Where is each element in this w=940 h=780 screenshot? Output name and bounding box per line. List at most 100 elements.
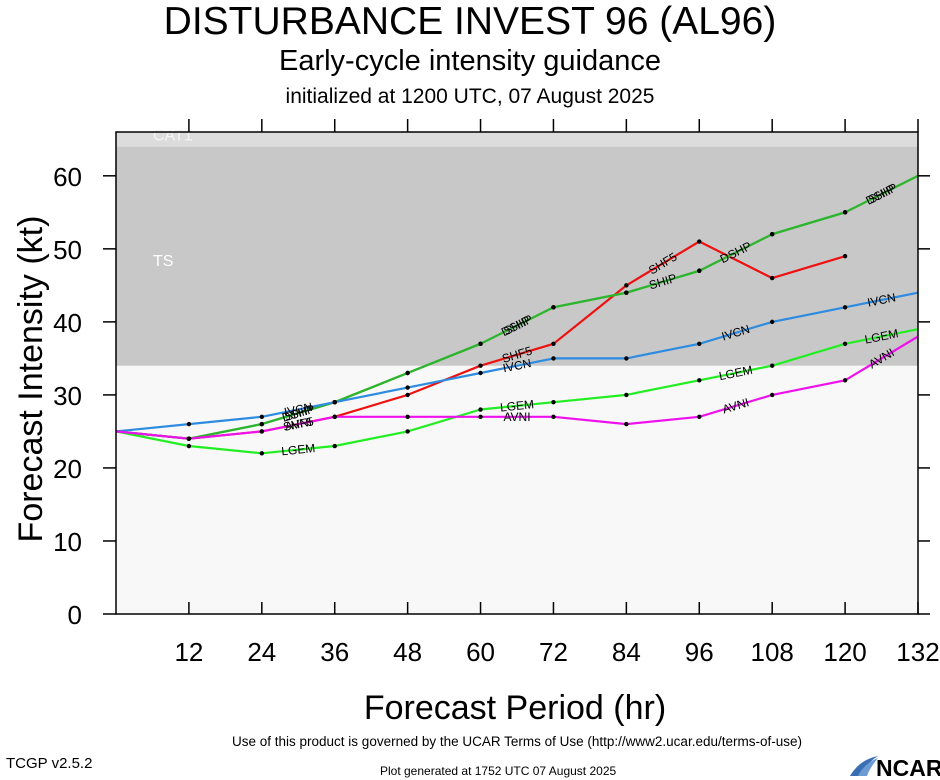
data-point-lgem xyxy=(332,443,337,449)
data-point-ship xyxy=(697,268,702,273)
data-point-avni xyxy=(405,414,410,420)
data-point-shf5 xyxy=(405,392,410,398)
series-label-text: SHF5 xyxy=(282,414,315,434)
data-point-lgem xyxy=(842,341,848,346)
data-point-lgem xyxy=(769,363,775,368)
data-point-lgem xyxy=(551,400,556,405)
data-point-shf5 xyxy=(769,275,775,281)
data-point-ship xyxy=(769,232,775,237)
initialization-time: initialized at 1200 UTC, 07 August 2025 xyxy=(285,85,655,108)
series-label-lgem: LGEM xyxy=(499,397,534,414)
data-point-shf5 xyxy=(697,239,702,244)
series-label-avni: AVNI xyxy=(503,410,530,424)
y-tick-label: 30 xyxy=(53,381,82,411)
data-point-ivcn xyxy=(551,356,556,361)
series-label-text: IVCN xyxy=(866,290,897,309)
data-point-ivcn xyxy=(842,305,848,310)
data-point-shf5 xyxy=(478,363,483,368)
y-tick-label: 10 xyxy=(53,527,82,557)
ncar-logo-text: NCAR xyxy=(876,755,940,780)
data-point-avni xyxy=(842,378,848,383)
series-label-text: AVNI xyxy=(284,415,313,434)
data-point-shf5 xyxy=(551,341,556,346)
intensity-band-cat1 xyxy=(116,132,918,147)
y-axis-label: Forecast Intensity (kt) xyxy=(12,216,50,543)
data-point-lgem xyxy=(697,378,702,383)
data-point-lgem xyxy=(478,407,483,412)
series-label-text: IVCN xyxy=(283,400,314,419)
y-tick-label: 40 xyxy=(53,308,82,338)
data-point-lgem xyxy=(405,429,410,434)
data-point-avni xyxy=(769,392,775,398)
data-point-avni xyxy=(551,414,556,420)
x-tick-label: 108 xyxy=(750,637,793,667)
series-label-ivcn: IVCN xyxy=(283,400,314,419)
data-point-avni xyxy=(332,414,337,420)
chart-title: DISTURBANCE INVEST 96 (AL96) xyxy=(163,0,777,43)
x-tick-label: 84 xyxy=(612,637,641,667)
series-label-text: LGEM xyxy=(499,397,534,414)
data-point-ivcn xyxy=(697,341,702,346)
series-line-ivcn xyxy=(115,291,919,433)
series-label-text: LGEM xyxy=(718,363,754,383)
series-label-lgem: LGEM xyxy=(281,441,316,458)
x-tick-label: 60 xyxy=(466,637,495,667)
band-label-ts: TS xyxy=(153,253,173,270)
series-line-avni xyxy=(115,335,919,440)
band-label-cat1: CAT1 xyxy=(153,128,193,145)
intensity-band-ts xyxy=(116,146,918,366)
x-tick-label: 12 xyxy=(174,637,203,667)
x-tick-label: 120 xyxy=(823,637,866,667)
series-label-ivcn: IVCN xyxy=(866,290,897,309)
series-label-shf5: SHF5 xyxy=(282,414,315,434)
series-label-lgem: LGEM xyxy=(863,326,899,346)
data-point-shf5 xyxy=(624,283,629,288)
data-point-ivcn xyxy=(259,414,265,420)
data-point-ship xyxy=(842,210,848,215)
data-point-ivcn xyxy=(332,400,337,405)
ncar-logo: NCAR xyxy=(850,755,940,780)
x-tick-label: 24 xyxy=(247,637,276,667)
plot-frame xyxy=(115,131,919,615)
version-label: TCGP v2.5.2 xyxy=(6,755,93,772)
x-tick-label: 96 xyxy=(685,637,714,667)
series-label-lgem: LGEM xyxy=(718,363,754,383)
series-line-ship xyxy=(115,174,919,440)
data-point-shf5 xyxy=(842,253,848,259)
series-label-ivcn: IVCN xyxy=(502,356,533,375)
terms-of-use-notice: Use of this product is governed by the U… xyxy=(232,734,802,749)
data-point-ship xyxy=(478,341,483,346)
series-label-text: LGEM xyxy=(863,326,899,346)
y-tick-label: 60 xyxy=(53,162,82,192)
data-point-avni xyxy=(697,414,702,420)
data-point-ivcn xyxy=(478,370,483,376)
data-point-avni xyxy=(624,421,629,427)
intensity-chart: TSCAT1SHF5SHF5SHF5DSHPDSHPDSHPDSHPSHIPSH… xyxy=(12,119,940,727)
y-tick-label: 50 xyxy=(53,235,82,265)
data-point-avni xyxy=(186,436,192,441)
series-label-text: IVCN xyxy=(502,356,533,375)
x-tick-label: 72 xyxy=(539,637,568,667)
data-point-ivcn xyxy=(624,356,629,361)
chart-subtitle: Early-cycle intensity guidance xyxy=(278,45,661,77)
data-point-ship xyxy=(259,421,265,427)
data-point-lgem xyxy=(624,392,629,398)
data-point-ship xyxy=(624,290,629,295)
data-point-ship xyxy=(405,370,410,376)
ncar-globe-icon xyxy=(850,756,878,776)
generated-timestamp: Plot generated at 1752 UTC 07 August 202… xyxy=(380,764,617,778)
series-label-text: LGEM xyxy=(281,441,316,458)
data-point-ivcn xyxy=(769,319,775,325)
data-point-ivcn xyxy=(186,421,192,427)
y-tick-label: 0 xyxy=(68,600,82,630)
x-tick-label: 36 xyxy=(320,637,349,667)
x-axis-label: Forecast Period (hr) xyxy=(364,689,666,727)
data-point-ivcn xyxy=(405,385,410,390)
series-label-text: AVNI xyxy=(503,410,530,424)
x-tick-label: 48 xyxy=(393,637,422,667)
data-point-lgem xyxy=(186,443,192,449)
data-point-lgem xyxy=(259,451,265,456)
data-point-ship xyxy=(551,305,556,310)
data-point-avni xyxy=(259,429,265,434)
data-point-avni xyxy=(478,414,483,420)
